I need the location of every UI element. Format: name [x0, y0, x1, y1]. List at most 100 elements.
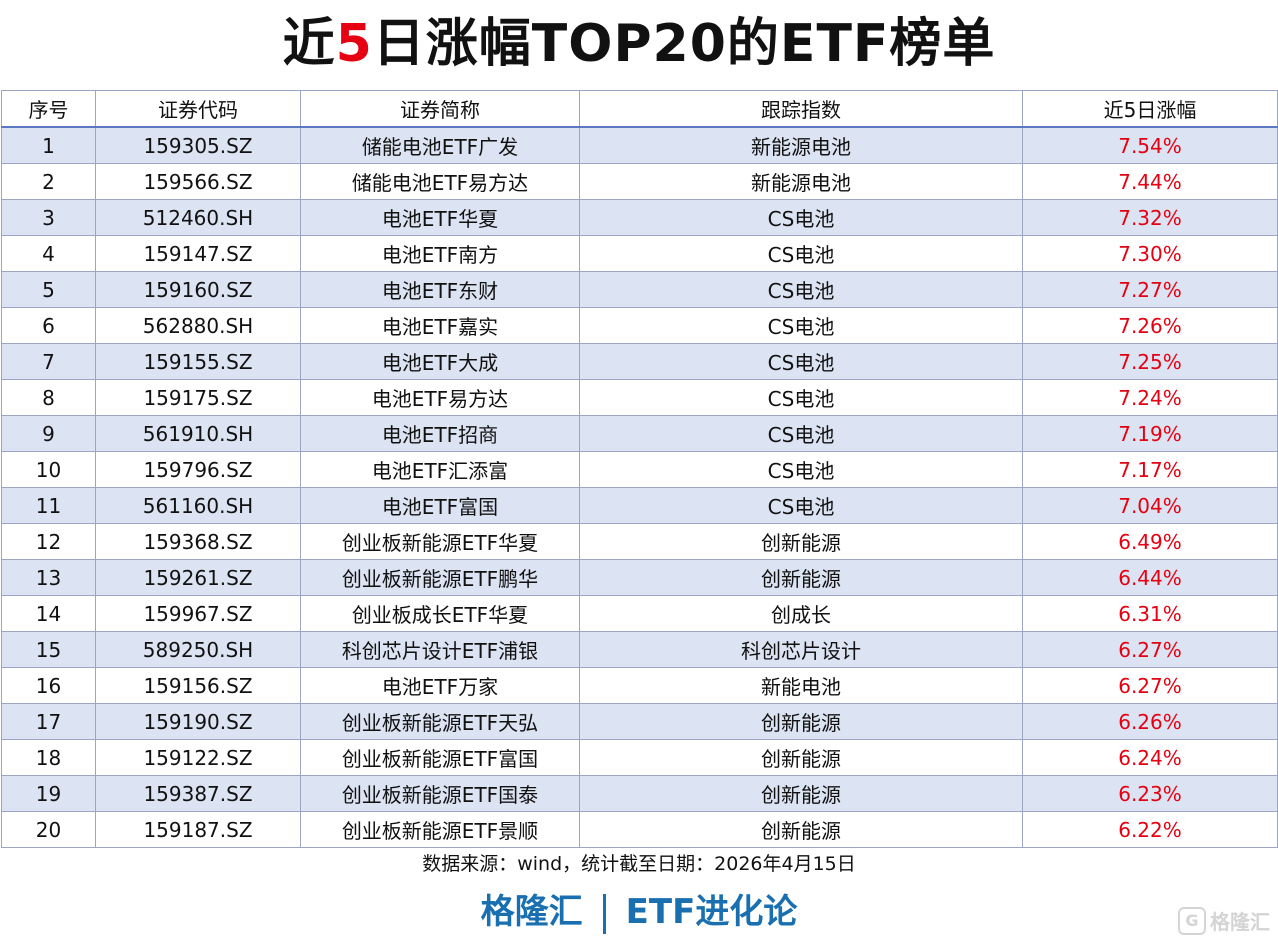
- brand-footer: 格隆汇 ETF进化论: [0, 888, 1278, 936]
- table-row: 2 159566.SZ 储能电池ETF易方达 新能源电池 7.44%: [1, 163, 1278, 200]
- cell-name: 电池ETF东财: [300, 271, 580, 308]
- cell-index: 创新能源: [579, 739, 1023, 776]
- cell-index: CS电池: [579, 199, 1023, 236]
- cell-code: 159175.SZ: [95, 379, 301, 416]
- page-title: 近5日涨幅TOP20的ETF榜单: [0, 6, 1278, 82]
- cell-code: 159147.SZ: [95, 235, 301, 272]
- cell-name: 电池ETF汇添富: [300, 451, 580, 488]
- cell-code: 159796.SZ: [95, 451, 301, 488]
- cell-rank: 11: [1, 487, 96, 524]
- cell-index: 创新能源: [579, 811, 1023, 848]
- cell-code: 159156.SZ: [95, 667, 301, 704]
- cell-rank: 18: [1, 739, 96, 776]
- brand-name: 格隆汇: [480, 892, 583, 932]
- cell-code: 159387.SZ: [95, 775, 301, 812]
- cell-index: 新能源电池: [579, 126, 1023, 164]
- cell-code: 512460.SH: [95, 199, 301, 236]
- cell-name: 创业板新能源ETF国泰: [300, 775, 580, 812]
- cell-code: 562880.SH: [95, 307, 301, 344]
- table-row: 14 159967.SZ 创业板成长ETF华夏 创成长 6.31%: [1, 595, 1278, 632]
- cell-rank: 20: [1, 811, 96, 848]
- table-row: 11 561160.SH 电池ETF富国 CS电池 7.04%: [1, 487, 1278, 524]
- cell-code: 159305.SZ: [95, 126, 301, 164]
- table-row: 4 159147.SZ 电池ETF南方 CS电池 7.30%: [1, 235, 1278, 272]
- cell-rank: 12: [1, 523, 96, 560]
- cell-change: 7.30%: [1022, 235, 1278, 272]
- table-row: 12 159368.SZ 创业板新能源ETF华夏 创新能源 6.49%: [1, 523, 1278, 560]
- cell-change: 6.44%: [1022, 559, 1278, 596]
- cell-index: CS电池: [579, 343, 1023, 380]
- cell-index: CS电池: [579, 235, 1023, 272]
- cell-change: 7.44%: [1022, 163, 1278, 200]
- cell-change: 6.23%: [1022, 775, 1278, 812]
- cell-index: 新能源电池: [579, 163, 1023, 200]
- table-row: 10 159796.SZ 电池ETF汇添富 CS电池 7.17%: [1, 451, 1278, 488]
- cell-change: 7.32%: [1022, 199, 1278, 236]
- cell-index: CS电池: [579, 415, 1023, 452]
- cell-code: 589250.SH: [95, 631, 301, 668]
- table-row: 18 159122.SZ 创业板新能源ETF富国 创新能源 6.24%: [1, 739, 1278, 776]
- cell-index: CS电池: [579, 307, 1023, 344]
- cell-rank: 14: [1, 595, 96, 632]
- cell-rank: 5: [1, 271, 96, 308]
- cell-code: 159566.SZ: [95, 163, 301, 200]
- cell-name: 创业板新能源ETF景顺: [300, 811, 580, 848]
- cell-change: 6.27%: [1022, 667, 1278, 704]
- etf-ranking-table: 序号 证券代码 证券简称 跟踪指数 近5日涨幅 1 159305.SZ 储能电池ET…: [1, 90, 1278, 848]
- cell-code: 561160.SH: [95, 487, 301, 524]
- table-row: 1 159305.SZ 储能电池ETF广发 新能源电池 7.54%: [1, 126, 1278, 164]
- table-header-row: 序号 证券代码 证券简称 跟踪指数 近5日涨幅: [1, 90, 1278, 128]
- cell-code: 159122.SZ: [95, 739, 301, 776]
- cell-name: 电池ETF富国: [300, 487, 580, 524]
- table-row: 9 561910.SH 电池ETF招商 CS电池 7.19%: [1, 415, 1278, 452]
- cell-change: 7.27%: [1022, 271, 1278, 308]
- cell-change: 7.19%: [1022, 415, 1278, 452]
- cell-rank: 4: [1, 235, 96, 272]
- table-row: 7 159155.SZ 电池ETF大成 CS电池 7.25%: [1, 343, 1278, 380]
- cell-rank: 15: [1, 631, 96, 668]
- table-row: 5 159160.SZ 电池ETF东财 CS电池 7.27%: [1, 271, 1278, 308]
- table-row: 15 589250.SH 科创芯片设计ETF浦银 科创芯片设计 6.27%: [1, 631, 1278, 668]
- cell-change: 6.31%: [1022, 595, 1278, 632]
- cell-index: 创新能源: [579, 703, 1023, 740]
- cell-index: 创成长: [579, 595, 1023, 632]
- cell-rank: 3: [1, 199, 96, 236]
- cell-rank: 10: [1, 451, 96, 488]
- cell-name: 电池ETF招商: [300, 415, 580, 452]
- brand-divider: [602, 893, 606, 934]
- cell-rank: 17: [1, 703, 96, 740]
- cell-change: 7.26%: [1022, 307, 1278, 344]
- cell-change: 7.04%: [1022, 487, 1278, 524]
- cell-name: 电池ETF华夏: [300, 199, 580, 236]
- cell-name: 储能电池ETF易方达: [300, 163, 580, 200]
- cell-name: 电池ETF南方: [300, 235, 580, 272]
- table-row: 3 512460.SH 电池ETF华夏 CS电池 7.32%: [1, 199, 1278, 236]
- table-row: 20 159187.SZ 创业板新能源ETF景顺 创新能源 6.22%: [1, 811, 1278, 848]
- header-index: 跟踪指数: [579, 90, 1023, 128]
- cell-name: 创业板新能源ETF天弘: [300, 703, 580, 740]
- header-change: 近5日涨幅: [1022, 90, 1278, 128]
- cell-index: CS电池: [579, 451, 1023, 488]
- cell-code: 561910.SH: [95, 415, 301, 452]
- cell-code: 159967.SZ: [95, 595, 301, 632]
- cell-rank: 6: [1, 307, 96, 344]
- cell-change: 6.49%: [1022, 523, 1278, 560]
- cell-name: 创业板新能源ETF富国: [300, 739, 580, 776]
- cell-name: 创业板新能源ETF鹏华: [300, 559, 580, 596]
- cell-name: 创业板成长ETF华夏: [300, 595, 580, 632]
- cell-name: 电池ETF易方达: [300, 379, 580, 416]
- watermark-logo-icon: G: [1178, 906, 1206, 935]
- table-row: 16 159156.SZ 电池ETF万家 新能电池 6.27%: [1, 667, 1278, 704]
- cell-name: 电池ETF嘉实: [300, 307, 580, 344]
- cell-rank: 9: [1, 415, 96, 452]
- cell-code: 159190.SZ: [95, 703, 301, 740]
- cell-rank: 13: [1, 559, 96, 596]
- cell-name: 电池ETF万家: [300, 667, 580, 704]
- header-code: 证券代码: [95, 90, 301, 128]
- cell-code: 159155.SZ: [95, 343, 301, 380]
- cell-code: 159187.SZ: [95, 811, 301, 848]
- table-row: 17 159190.SZ 创业板新能源ETF天弘 创新能源 6.26%: [1, 703, 1278, 740]
- cell-rank: 1: [1, 126, 96, 164]
- cell-name: 创业板新能源ETF华夏: [300, 523, 580, 560]
- cell-name: 储能电池ETF广发: [300, 126, 580, 164]
